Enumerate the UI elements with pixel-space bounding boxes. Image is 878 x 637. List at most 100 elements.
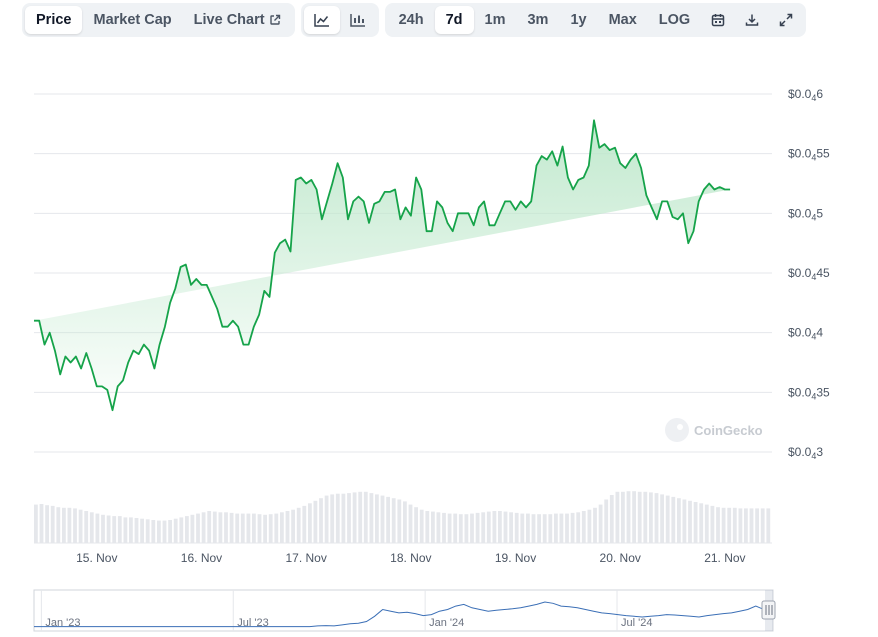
line-chart-button[interactable]	[303, 6, 340, 34]
volume-bar	[565, 513, 569, 543]
volume-bar	[559, 513, 564, 543]
volume-bar	[224, 512, 228, 543]
volume-bars	[34, 491, 771, 543]
volume-bar	[112, 516, 117, 543]
volume-bar	[453, 513, 458, 543]
volume-bar	[257, 514, 262, 543]
volume-bar	[229, 512, 234, 543]
volume-bar	[442, 512, 446, 543]
volume-bar	[492, 511, 497, 543]
volume-bar	[296, 507, 301, 543]
volume-bar	[721, 507, 726, 543]
range-1m-label: 1m	[484, 12, 506, 28]
volume-bar	[403, 501, 407, 543]
price-area	[34, 120, 731, 411]
volume-bar	[738, 508, 743, 543]
volume-bar	[246, 513, 251, 543]
volume-bar	[34, 504, 38, 543]
range-max-label: Max	[608, 12, 637, 28]
y-tick-label: $0.044	[788, 326, 823, 342]
tab-live-chart[interactable]: Live Chart	[183, 6, 292, 34]
range-7d[interactable]: 7d	[434, 6, 474, 34]
volume-bar	[89, 512, 94, 543]
volume-bar	[514, 512, 519, 543]
volume-bar	[380, 495, 385, 543]
volume-bar	[62, 507, 66, 543]
volume-bar	[363, 491, 368, 543]
navigator-label: Jan '24	[429, 617, 464, 629]
volume-bar	[699, 503, 704, 543]
volume-bar	[593, 507, 597, 543]
volume-bar	[481, 512, 486, 543]
view-tab-group: Price Market Cap Live Chart	[22, 3, 295, 37]
tab-market-cap-label: Market Cap	[93, 12, 172, 28]
volume-bar	[542, 514, 547, 543]
volume-bar	[425, 511, 430, 543]
volume-bar	[526, 513, 530, 543]
range-navigator[interactable]: Jan '23 Jul '23 Jan '24 Jul '24	[33, 589, 776, 632]
volume-bar	[498, 511, 502, 543]
calendar-button[interactable]	[701, 6, 735, 34]
download-button[interactable]	[735, 6, 769, 34]
volume-bar	[369, 493, 374, 543]
volume-bar	[235, 513, 240, 543]
volume-bar	[654, 493, 659, 543]
range-1y[interactable]: 1y	[559, 6, 597, 34]
volume-bar	[168, 520, 172, 543]
chart-type-group	[300, 3, 379, 37]
range-max[interactable]: Max	[598, 6, 648, 34]
grip-icon	[765, 605, 773, 615]
volume-bar	[598, 504, 603, 543]
volume-bar	[710, 505, 715, 543]
tab-price[interactable]: Price	[25, 6, 83, 34]
watermark-text: CoinGecko	[694, 423, 763, 438]
external-link-icon	[269, 14, 281, 26]
x-tick-label: 17. Nov	[285, 551, 326, 565]
volume-bar	[101, 514, 105, 543]
volume-bar	[185, 516, 189, 543]
y-tick-label: $0.045	[788, 206, 823, 222]
volume-bar	[570, 512, 575, 543]
volume-bar	[358, 491, 363, 543]
volume-bar	[207, 511, 212, 543]
volume-bar	[688, 500, 692, 543]
scale-log-label: LOG	[658, 12, 691, 28]
x-tick-label: 15. Nov	[76, 551, 117, 565]
volume-bar	[67, 507, 72, 543]
volume-bar	[643, 491, 648, 543]
navigator-grid	[40, 590, 618, 631]
tab-market-cap[interactable]: Market Cap	[82, 6, 182, 34]
volume-bar	[744, 508, 748, 543]
range-7d-label: 7d	[445, 12, 463, 28]
volume-bar	[78, 509, 83, 543]
volume-bar	[637, 491, 642, 543]
range-1m[interactable]: 1m	[474, 6, 517, 34]
volume-bar	[375, 494, 379, 543]
volume-bar	[123, 517, 128, 543]
scale-log[interactable]: LOG	[648, 6, 701, 34]
volume-bar	[604, 499, 609, 543]
range-24h[interactable]: 24h	[388, 6, 435, 34]
volume-bar	[509, 512, 513, 543]
volume-bar	[414, 507, 418, 543]
volume-bar	[151, 520, 156, 543]
volume-bar	[626, 491, 631, 543]
volume-bar	[268, 514, 273, 543]
volume-bar	[475, 512, 480, 543]
fullscreen-button[interactable]	[769, 6, 803, 34]
volume-bar	[609, 495, 614, 543]
volume-bar	[621, 491, 625, 543]
volume-bar	[503, 511, 508, 543]
volume-bar	[749, 508, 754, 543]
candlestick-chart-button[interactable]	[340, 6, 376, 34]
x-tick-label: 18. Nov	[390, 551, 431, 565]
volume-bar	[134, 518, 139, 543]
range-3m[interactable]: 3m	[516, 6, 559, 34]
volume-bar	[145, 519, 150, 543]
coingecko-watermark: CoinGecko	[665, 418, 763, 442]
volume-bar	[554, 513, 558, 543]
volume-bar	[39, 504, 44, 543]
download-icon	[745, 13, 759, 27]
volume-bar	[408, 504, 413, 543]
